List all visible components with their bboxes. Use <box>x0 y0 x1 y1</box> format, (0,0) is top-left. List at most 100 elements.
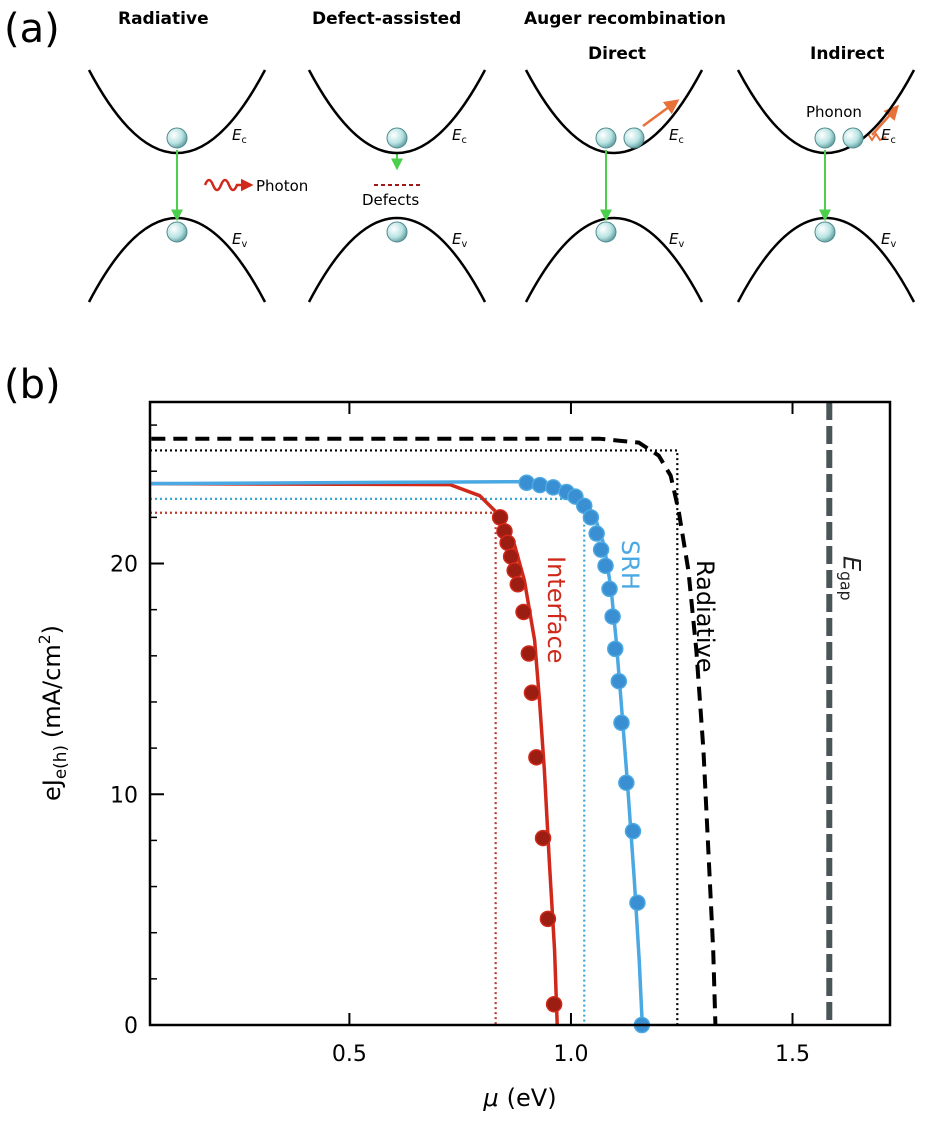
series-marker <box>582 509 600 526</box>
valence-label-sub: v <box>241 239 247 250</box>
series-marker <box>607 640 624 658</box>
series-marker <box>618 774 635 791</box>
series-marker <box>629 894 646 911</box>
series-label: SRH <box>616 540 644 590</box>
x-axis-unit: (eV) <box>507 1084 557 1112</box>
electron <box>595 127 617 149</box>
y-tick-label: 20 <box>110 553 138 578</box>
series-marker <box>588 525 605 542</box>
series-marker <box>515 603 532 621</box>
series-marker <box>624 822 642 840</box>
series-marker <box>604 608 621 625</box>
y-axis-sup: 2 <box>36 634 54 644</box>
conduction-label: Ec <box>452 126 467 146</box>
x-axis-symbol: μ <box>482 1084 498 1112</box>
photon-label: Photon <box>256 177 308 195</box>
y-axis-close: ) <box>38 625 66 634</box>
conduction-label-sub: c <box>890 135 895 146</box>
y-axis-sub: e(h) <box>50 745 70 779</box>
process-subtitle: Direct <box>588 44 646 64</box>
series-marker <box>539 910 557 928</box>
valence-label-sub: v <box>890 239 896 250</box>
auger-arrow <box>871 104 899 136</box>
valence-label: Ev <box>232 230 247 250</box>
egap-label: Egap <box>836 556 865 601</box>
photon-wave <box>203 178 254 192</box>
series-marker <box>499 534 516 552</box>
plot-frame <box>148 400 892 1027</box>
defects-label: Defects <box>362 191 419 209</box>
conduction-label-symbol: E <box>669 126 679 144</box>
series-marker <box>610 672 628 690</box>
valence-band <box>524 216 704 303</box>
conduction-label-symbol: E <box>881 126 891 144</box>
x-tick-label: 1.0 <box>553 1042 588 1067</box>
x-axis-label: μ (eV) <box>482 1084 556 1112</box>
process-title: Defect-assisted <box>312 9 461 29</box>
valence-label-symbol: E <box>669 230 679 248</box>
auger-arrow <box>642 99 680 128</box>
x-tick-label: 1.5 <box>775 1042 810 1067</box>
valence-label-symbol: E <box>232 230 242 248</box>
series-marker <box>592 541 610 558</box>
series-marker <box>506 562 523 579</box>
ref-line <box>150 449 679 1025</box>
conduction-label-sub: c <box>241 135 246 146</box>
ref-line <box>150 511 497 1025</box>
process-title: Auger recombination <box>524 9 726 29</box>
hole <box>814 221 836 243</box>
y-tick-label: 10 <box>110 783 138 808</box>
series-line <box>151 436 718 1026</box>
conduction-label: Ec <box>669 126 684 146</box>
valence-label: Ev <box>669 230 684 250</box>
y-axis-label: eJe(h) (mA/cm2) <box>36 625 70 801</box>
valence-label-symbol: E <box>881 230 891 248</box>
conduction-label-sub: c <box>678 135 683 146</box>
conduction-label: Ec <box>232 126 247 146</box>
y-axis-main: eJ <box>38 779 66 801</box>
conduction-label: Ec <box>881 126 896 146</box>
x-tick-label: 0.5 <box>332 1042 367 1067</box>
conduction-band <box>307 69 487 155</box>
series-marker <box>534 829 552 847</box>
electron <box>842 127 864 149</box>
series-marker <box>523 684 541 701</box>
y-axis-unit: (mA/cm <box>38 644 66 738</box>
egap-label-sub: gap <box>836 571 854 600</box>
electron <box>623 127 645 149</box>
hole <box>386 221 408 243</box>
series-marker <box>518 474 535 492</box>
valence-band <box>307 216 487 303</box>
conduction-label-symbol: E <box>452 126 462 144</box>
phonon-label: Phonon <box>806 103 862 121</box>
valence-label: Ev <box>881 230 896 250</box>
hole <box>166 221 188 243</box>
panel-label: (b) <box>4 362 61 408</box>
electron <box>814 127 836 149</box>
series-marker <box>528 749 545 766</box>
series-marker <box>502 548 520 565</box>
series-marker <box>520 645 538 662</box>
series-label: Radiative <box>691 560 719 673</box>
hole <box>595 221 617 243</box>
conduction-label-sub: c <box>461 135 466 146</box>
series-marker <box>597 557 614 575</box>
series-label: Interface <box>542 556 570 663</box>
electron <box>386 127 408 149</box>
egap-label-symbol: E <box>837 556 865 572</box>
valence-label-sub: v <box>461 239 467 250</box>
conduction-label-symbol: E <box>232 126 242 144</box>
series-marker <box>613 714 630 731</box>
process-title: Radiative <box>118 9 209 29</box>
series-marker <box>545 995 563 1013</box>
process-subtitle: Indirect <box>810 44 885 64</box>
series-marker <box>601 580 618 598</box>
series-marker <box>531 476 549 494</box>
panel-label: (a) <box>4 6 60 52</box>
valence-label-sub: v <box>678 239 684 250</box>
series-marker <box>491 509 509 526</box>
valence-label-symbol: E <box>452 230 462 248</box>
electron <box>166 127 188 149</box>
conduction-band <box>524 69 704 155</box>
